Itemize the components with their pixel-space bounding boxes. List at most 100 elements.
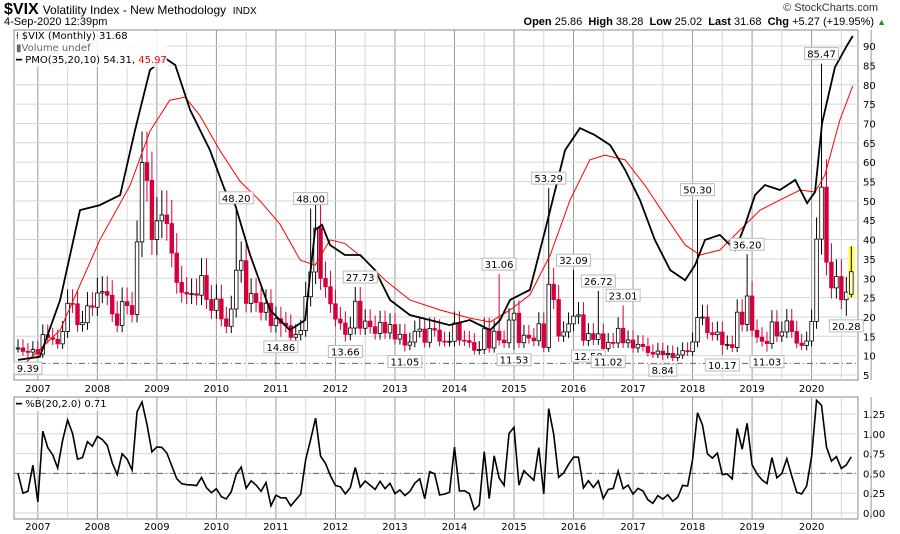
x-year-label: 2014 — [442, 522, 467, 533]
candle-body — [115, 313, 120, 326]
candle-body — [452, 322, 457, 342]
annotation-box — [704, 358, 740, 372]
annotation-box — [327, 344, 363, 358]
annotation-box — [218, 191, 254, 205]
candle-body — [799, 342, 804, 346]
annotation-label: 26.72 — [584, 277, 613, 288]
annotation-label: 11.05 — [391, 358, 420, 369]
candle-body — [199, 275, 204, 296]
high-label: High — [588, 16, 613, 28]
annotation-box — [729, 237, 765, 251]
candle-body — [472, 342, 477, 351]
candlesticks — [15, 63, 855, 362]
x-year-label: 2009 — [144, 522, 169, 533]
candle-body — [358, 300, 363, 329]
candle-body — [844, 291, 849, 301]
last-value: 31.68 — [733, 16, 762, 28]
y-tick-label: 90 — [863, 42, 876, 53]
candle-body — [328, 286, 333, 305]
candle-body — [814, 238, 819, 322]
x-year-label: 2018 — [680, 384, 705, 395]
candle-body — [581, 314, 586, 341]
y-tick-label: 55 — [863, 178, 876, 189]
candle-body — [353, 300, 358, 329]
candle-body — [511, 312, 517, 321]
high-value: 38.28 — [615, 16, 644, 28]
candle-body — [834, 276, 839, 289]
pctb-panel — [13, 396, 859, 520]
candle-body — [645, 346, 651, 353]
candle-body — [169, 223, 174, 254]
candle-body — [144, 162, 150, 181]
chart-title: $VIX Volatility Index - New Methodology I… — [4, 1, 257, 19]
brand-watermark[interactable]: © StockCharts.com — [783, 2, 878, 14]
x-year-label: 2015 — [501, 384, 526, 395]
line-icon: ━ — [16, 55, 23, 66]
candle-body — [367, 320, 373, 328]
candle-body — [447, 340, 452, 343]
y-tick-label: 75 — [863, 100, 876, 111]
candle-body — [625, 339, 631, 344]
candle-body — [754, 329, 760, 338]
y-tick-label: 15 — [863, 332, 876, 343]
candle-body — [323, 278, 328, 288]
candle-body — [90, 305, 95, 308]
y-tick-label: 85 — [863, 61, 876, 72]
candle-body — [75, 303, 80, 326]
annotation-label: 48.00 — [296, 195, 325, 206]
x-year-label: 2015 — [501, 522, 526, 533]
candle-body — [640, 343, 646, 347]
candle-body — [417, 328, 422, 332]
candle-body — [695, 317, 700, 343]
low-value: 25.02 — [674, 16, 703, 28]
pctb-line — [17, 398, 852, 512]
candle-body — [591, 333, 596, 340]
candle-body — [839, 276, 844, 301]
annotation-box — [749, 355, 785, 369]
candle-body — [660, 350, 665, 356]
chg-label: Chg — [767, 16, 789, 28]
annotation-box — [496, 353, 532, 367]
candle-body — [407, 341, 413, 346]
candle-body — [531, 337, 537, 342]
candle-body — [749, 295, 755, 331]
candle-body — [700, 316, 705, 319]
pctb-legend: ━ %B(20,2.0) 0.71 — [16, 399, 107, 411]
y-tick-label: 70 — [863, 119, 876, 130]
candle-body — [620, 327, 626, 344]
candle-body — [506, 319, 512, 344]
candle-body — [288, 325, 293, 338]
candle-body — [105, 291, 110, 296]
candle-body — [482, 328, 487, 350]
x-year-label: 2008 — [85, 522, 110, 533]
annotation-box — [804, 47, 840, 61]
legend-volume: Volume undef — [21, 43, 91, 54]
candle-body — [134, 241, 140, 315]
candle-body — [110, 294, 115, 315]
candle-body — [779, 331, 785, 337]
y-tick-label: 10 — [863, 352, 876, 363]
x-year-label: 2018 — [680, 522, 705, 533]
candle-body — [457, 322, 462, 341]
candle-body — [397, 333, 403, 340]
candle-body — [551, 283, 556, 300]
candle-body — [491, 330, 497, 349]
candle-body — [739, 311, 745, 325]
candle-body — [596, 333, 601, 340]
candle-body — [462, 339, 467, 342]
candle-body — [467, 340, 472, 343]
annotation-box — [293, 192, 329, 206]
y-tick-label: 35 — [863, 255, 876, 266]
x-year-label: 2017 — [620, 522, 645, 533]
candle-body — [229, 308, 234, 327]
x-year-label: 2012 — [323, 384, 348, 395]
candle-body — [526, 334, 532, 339]
candle-body — [769, 321, 775, 344]
x-year-label: 2010 — [204, 522, 229, 533]
candle-body — [561, 331, 566, 337]
candle-body — [129, 305, 135, 315]
candle-body — [234, 269, 239, 310]
candle-body — [392, 324, 398, 340]
candle-body — [477, 349, 482, 351]
